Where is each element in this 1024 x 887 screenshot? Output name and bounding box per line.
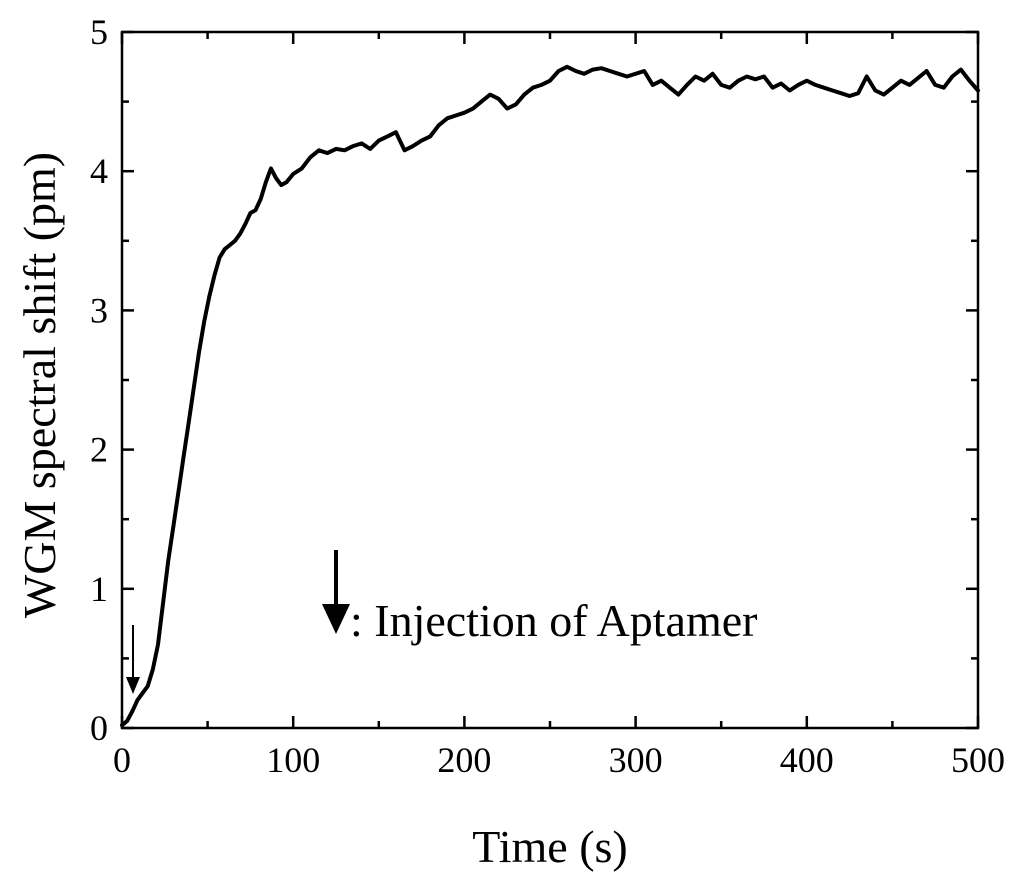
y-tick-label: 2 — [90, 430, 108, 470]
x-tick-label: 200 — [437, 740, 491, 780]
axis-ticks — [120, 30, 980, 730]
marker-arrowhead — [126, 677, 140, 694]
y-tick-label: 5 — [90, 12, 108, 52]
injection-legend: : Injection of Aptamer — [322, 550, 758, 646]
x-tick-label: 100 — [266, 740, 320, 780]
x-tick-label: 0 — [113, 740, 131, 780]
tick-labels: 0 100 200 300 400 500 0 1 2 3 4 5 — [90, 12, 1005, 780]
y-axis-title: WGM spectral shift (pm) — [14, 152, 65, 618]
y-tick-label: 1 — [90, 569, 108, 609]
y-tick-label: 0 — [90, 708, 108, 748]
legend-arrowhead — [322, 604, 350, 634]
x-tick-label: 500 — [951, 740, 1005, 780]
x-tick-label: 400 — [780, 740, 834, 780]
y-tick-label: 3 — [90, 290, 108, 330]
series-line — [120, 64, 980, 728]
x-axis-title: Time (s) — [472, 821, 628, 872]
injection-marker — [126, 625, 140, 694]
legend-text: : Injection of Aptamer — [350, 595, 758, 646]
y-tick-label: 4 — [90, 151, 108, 191]
x-tick-label: 300 — [609, 740, 663, 780]
